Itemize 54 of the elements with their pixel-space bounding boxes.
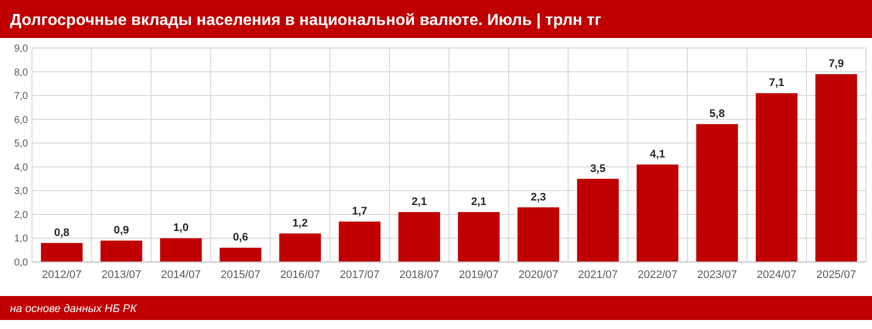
data-label: 0,8 xyxy=(54,226,70,239)
bar xyxy=(160,238,202,262)
bar xyxy=(279,233,321,262)
x-tick-label: 2024/07 xyxy=(756,269,797,281)
data-label: 4,1 xyxy=(650,148,666,161)
bar xyxy=(338,222,380,262)
x-tick-label: 2019/07 xyxy=(458,269,499,281)
bar xyxy=(100,240,142,262)
y-tick-label: 8,0 xyxy=(14,67,28,78)
data-label: 2,3 xyxy=(530,191,546,204)
data-label: 1,2 xyxy=(292,217,308,230)
x-tick-label: 2013/07 xyxy=(101,269,142,281)
data-label: 0,9 xyxy=(114,224,130,237)
bar xyxy=(40,242,83,262)
bar xyxy=(815,74,858,262)
x-tick-label: 2018/07 xyxy=(399,269,440,281)
bar xyxy=(220,248,262,262)
data-label: 2,1 xyxy=(471,196,486,208)
bar xyxy=(518,207,560,262)
data-label: 7,1 xyxy=(768,77,784,90)
data-label: 3,5 xyxy=(590,162,606,175)
x-tick-label: 2021/07 xyxy=(578,269,618,281)
x-tick-label: 2022/07 xyxy=(638,269,678,281)
data-label: 1,7 xyxy=(352,206,368,218)
data-label: 0,6 xyxy=(232,232,248,244)
y-tick-label: 5,0 xyxy=(14,138,28,150)
data-label: 2,1 xyxy=(412,196,427,208)
y-tick-label: 7,0 xyxy=(14,91,28,102)
y-tick-label: 1,0 xyxy=(14,234,28,245)
y-tick-label: 6,0 xyxy=(14,114,28,126)
bar xyxy=(458,212,500,262)
bar xyxy=(636,164,678,262)
x-tick-label: 2020/07 xyxy=(518,269,558,281)
bar xyxy=(577,178,619,262)
y-tick-label: 9,0 xyxy=(14,44,28,54)
x-tick-label: 2017/07 xyxy=(340,269,380,281)
text: на основе данных НБ РК xyxy=(10,303,138,315)
bar xyxy=(696,124,738,262)
y-tick-label: 4,0 xyxy=(14,162,28,174)
data-label: 1,0 xyxy=(173,222,189,234)
x-tick-label: 2023/07 xyxy=(697,269,737,281)
data-label: 5,8 xyxy=(709,108,725,120)
y-tick-label: 0,0 xyxy=(14,258,28,268)
bar xyxy=(756,93,798,262)
x-tick-label: 2016/07 xyxy=(280,269,320,281)
chart-title: Долгосрочные вклады населения в национальной валюте. Июль | трлн тг xyxy=(10,12,602,29)
y-tick-label: 3,0 xyxy=(14,186,28,198)
x-tick-label: 2015/07 xyxy=(220,269,260,281)
bar xyxy=(398,212,440,262)
x-tick-label: 2012/07 xyxy=(42,269,82,281)
x-tick-label: 2025/07 xyxy=(816,269,856,281)
data-label: 7,9 xyxy=(828,58,844,70)
x-tick-label: 2014/07 xyxy=(161,269,201,281)
y-tick-label: 2,0 xyxy=(14,210,28,221)
